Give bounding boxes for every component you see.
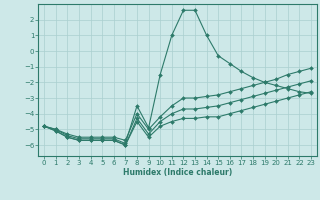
- X-axis label: Humidex (Indice chaleur): Humidex (Indice chaleur): [123, 168, 232, 177]
